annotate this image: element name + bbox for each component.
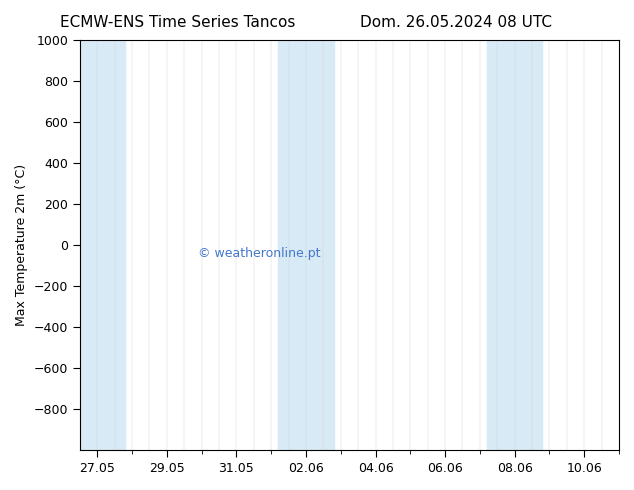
Bar bbox=[278, 40, 333, 450]
Bar bbox=[487, 40, 543, 450]
Bar bbox=[80, 40, 125, 450]
Text: © weatheronline.pt: © weatheronline.pt bbox=[198, 246, 321, 260]
Y-axis label: Max Temperature 2m (°C): Max Temperature 2m (°C) bbox=[15, 164, 28, 326]
Text: ECMW-ENS Time Series Tancos: ECMW-ENS Time Series Tancos bbox=[60, 15, 295, 30]
Text: Dom. 26.05.2024 08 UTC: Dom. 26.05.2024 08 UTC bbox=[361, 15, 552, 30]
